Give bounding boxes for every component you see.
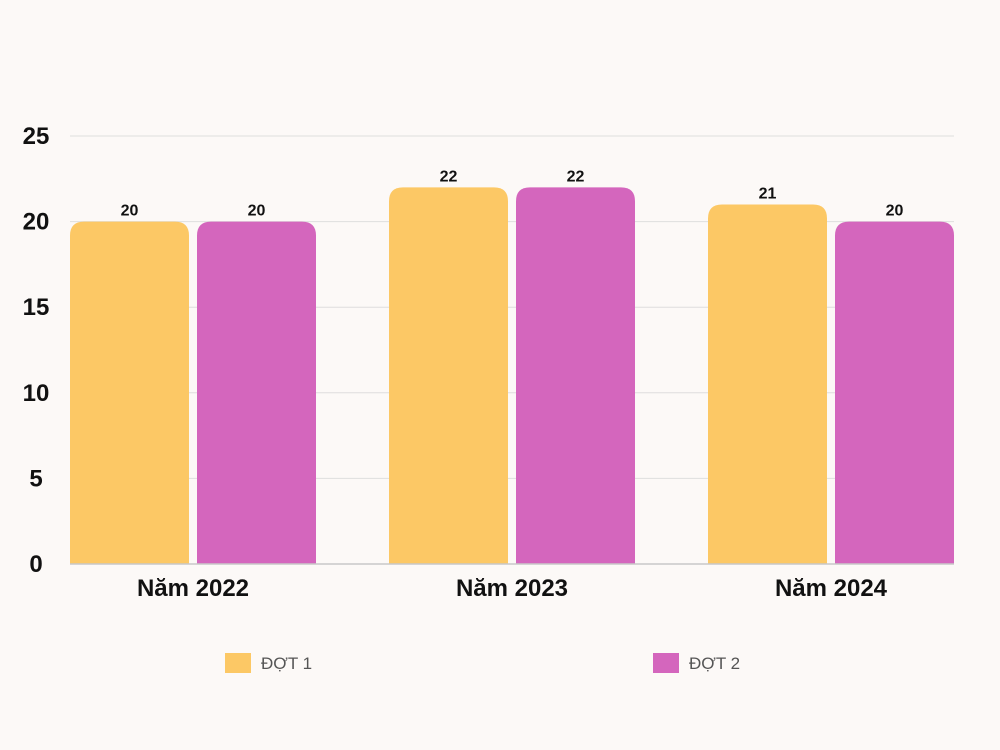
y-tick-label: 25 bbox=[23, 123, 50, 150]
data-label: 20 bbox=[248, 203, 266, 220]
legend-swatch bbox=[653, 653, 679, 673]
bar-1-3 bbox=[708, 204, 827, 565]
y-tick-label: 20 bbox=[23, 209, 50, 236]
data-label: 22 bbox=[567, 168, 585, 185]
bar-1-2 bbox=[389, 187, 508, 565]
x-tick-label: Năm 2024 bbox=[775, 575, 888, 602]
y-tick-label: 5 bbox=[29, 465, 42, 492]
x-tick-label: Năm 2022 bbox=[137, 575, 249, 602]
data-label: 22 bbox=[440, 168, 458, 185]
y-tick-label: 15 bbox=[23, 294, 50, 321]
legend-label: ĐỢT 2 bbox=[689, 654, 740, 673]
bar-2-3 bbox=[835, 221, 954, 564]
bar-2-1 bbox=[197, 221, 316, 564]
data-labels: 20 20 22 22 21 20 bbox=[121, 168, 904, 219]
data-label: 20 bbox=[886, 203, 904, 220]
bar-2-2 bbox=[516, 187, 635, 565]
legend-swatch bbox=[225, 653, 251, 673]
y-tick-label: 10 bbox=[23, 380, 50, 407]
bar-1-1 bbox=[70, 221, 189, 564]
y-tick-label: 0 bbox=[29, 551, 42, 578]
data-label: 20 bbox=[121, 203, 139, 220]
bars bbox=[70, 187, 954, 565]
x-tick-label: Năm 2023 bbox=[456, 575, 568, 602]
axes: 0 5 10 15 20 25 Năm 2022 Năm 2023 Năm 2024 bbox=[23, 123, 954, 602]
data-label: 21 bbox=[759, 185, 777, 202]
legend: ĐỢT 1 ĐỢT 2 bbox=[225, 653, 740, 673]
legend-label: ĐỢT 1 bbox=[261, 654, 312, 673]
